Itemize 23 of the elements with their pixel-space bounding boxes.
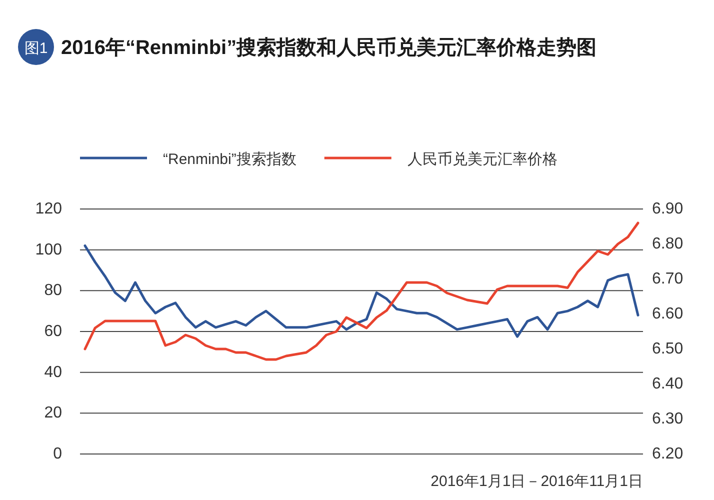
y2-tick-label: 6.30 bbox=[652, 410, 684, 428]
legend-label: 人民币兑美元汇率价格 bbox=[407, 151, 558, 168]
y-tick-label: 40 bbox=[44, 364, 62, 381]
y-tick-label: 0 bbox=[53, 446, 62, 462]
y-tick-label: 120 bbox=[35, 200, 62, 218]
caption: 图1 bbox=[24, 40, 48, 57]
y2-tick-label: 6.60 bbox=[652, 306, 684, 322]
y2-tick-label: 6.50 bbox=[652, 340, 684, 358]
y2-tick-label: 6.90 bbox=[652, 200, 684, 218]
legend-label: “Renminbi”搜索指数 bbox=[163, 151, 296, 168]
y-tick-label: 100 bbox=[35, 241, 62, 258]
line-series bbox=[84, 222, 640, 361]
chart-title: 2016年“Renminbi”搜索指数和人民币兑美元汇率价格走势图 bbox=[61, 36, 597, 59]
y2-tick-label: 6.20 bbox=[652, 446, 684, 462]
y2-tick-label: 6.40 bbox=[652, 376, 684, 392]
line-series bbox=[84, 244, 640, 338]
text: 2016年1月1日－2016年11月1日 bbox=[430, 473, 643, 490]
y-tick-label: 60 bbox=[44, 323, 62, 340]
y-tick-label: 20 bbox=[44, 404, 62, 422]
y-tick-label: 80 bbox=[44, 282, 62, 300]
title: 图1 2016年“Renminbi”搜索指数和人民币兑美元汇率价格走势图 bbox=[18, 29, 597, 65]
y2-tick-label: 6.80 bbox=[652, 236, 684, 252]
y2-tick-label: 6.70 bbox=[652, 270, 684, 288]
